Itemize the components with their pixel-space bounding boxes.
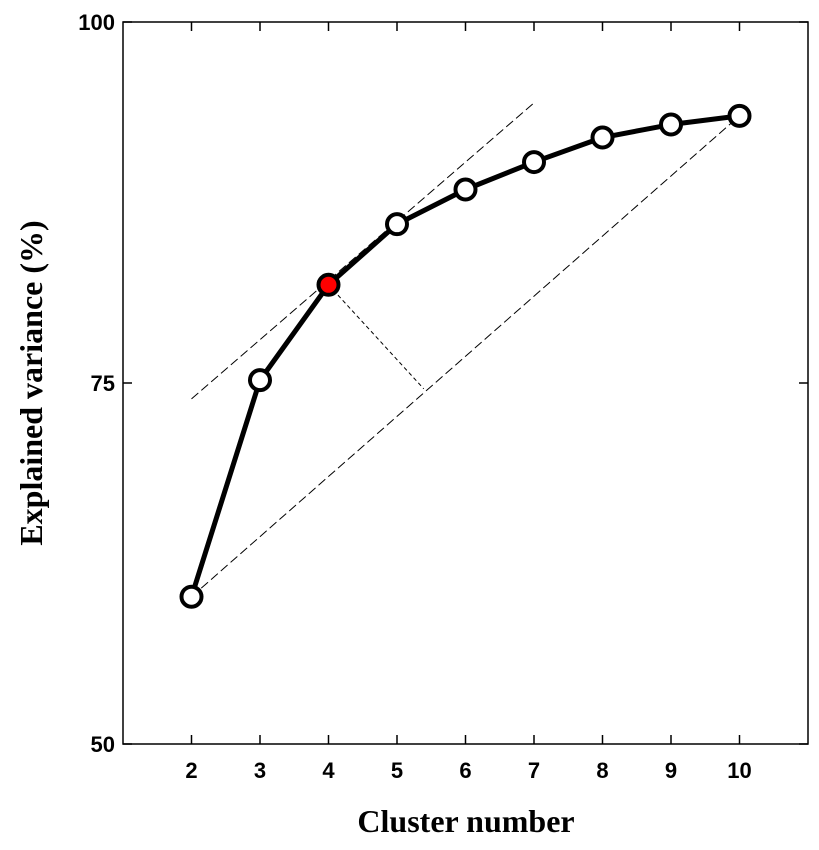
x-tick-label: 7 (528, 758, 540, 783)
data-point (453, 177, 478, 202)
y-tick-label: 100 (78, 10, 115, 35)
x-tick-label: 3 (254, 758, 266, 783)
data-point (179, 584, 204, 609)
y-axis-title: Explained variance (%) (13, 220, 49, 545)
tangent-line (191, 102, 535, 400)
data-point (727, 103, 752, 128)
highlighted-point (316, 272, 341, 297)
data-point (522, 150, 546, 175)
x-tick-label: 2 (185, 758, 197, 783)
x-tick-label: 6 (459, 758, 471, 783)
plot-frame (122, 21, 809, 745)
data-point (385, 212, 409, 237)
chord-line (191, 115, 740, 598)
x-tick-label: 4 (322, 758, 335, 783)
x-tick-label: 5 (391, 758, 403, 783)
y-tick-label: 75 (91, 371, 115, 396)
data-point (248, 368, 272, 393)
x-tick-label: 8 (596, 758, 608, 783)
axis-ticks: 2 3 4 5 6 7 8 9 10 50 75 100 (78, 10, 808, 783)
perpendicular-line (328, 284, 425, 390)
data-point (590, 125, 615, 150)
x-tick-label: 10 (727, 758, 751, 783)
y-tick-label: 50 (91, 732, 115, 757)
x-tick-label: 9 (665, 758, 677, 783)
x-axis-title: Cluster number (357, 803, 574, 839)
reference-lines (191, 102, 740, 598)
data-point (659, 112, 683, 137)
series-group (179, 103, 752, 609)
